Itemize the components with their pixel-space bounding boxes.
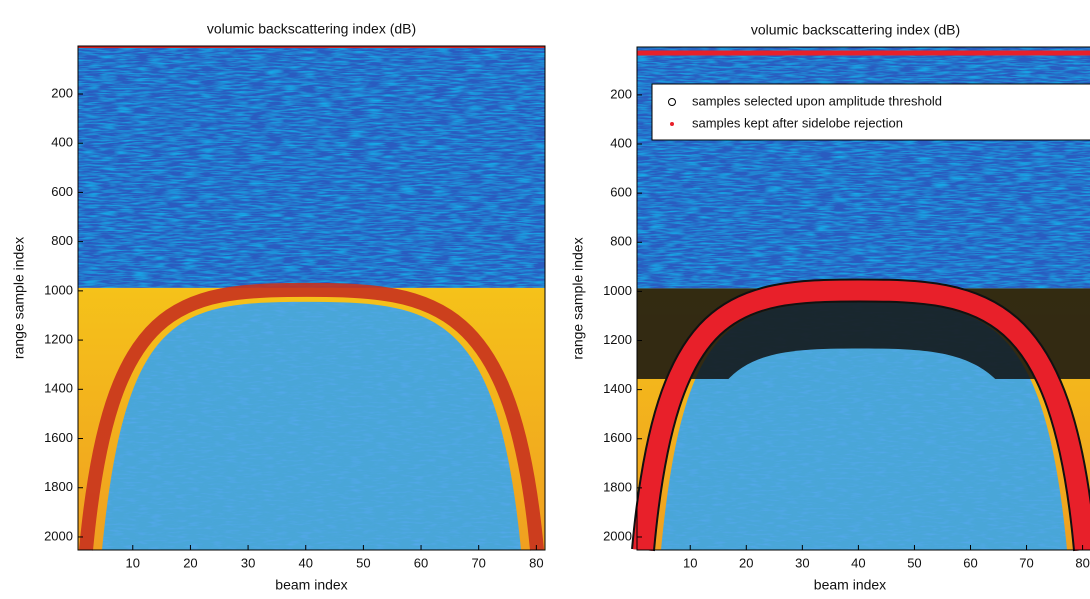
arc-band [79, 282, 544, 551]
y-tick-label: 1800 [603, 479, 632, 494]
inner-region [102, 301, 521, 550]
legend-box [651, 83, 1090, 141]
legend-label: samples selected upon amplitude threshol… [692, 93, 942, 108]
y-tick-label: 200 [51, 85, 73, 100]
y-tick-label: 1000 [603, 283, 632, 298]
y-axis-label: range sample index [570, 237, 586, 359]
x-tick-label: 20 [183, 555, 197, 570]
plot-frame [636, 46, 1090, 551]
heatmap-image [78, 46, 545, 551]
x-tick-label: 50 [356, 555, 370, 570]
x-tick-label: 10 [126, 555, 140, 570]
legend: samples selected upon amplitude threshol… [651, 83, 1090, 141]
y-tick-label: 2000 [603, 528, 632, 543]
sidelobe-band [633, 280, 1090, 551]
x-tick-label: 30 [795, 555, 809, 570]
y-tick-label: 1400 [44, 381, 73, 396]
x-axis-label: beam index [275, 577, 347, 593]
x-tick-label: 80 [529, 555, 543, 570]
x-tick-label: 40 [851, 555, 865, 570]
x-tick-label: 30 [241, 555, 255, 570]
y-tick-label: 400 [51, 135, 73, 150]
y-tick-label: 1800 [44, 479, 73, 494]
x-tick-label: 70 [1019, 555, 1033, 570]
y-tick-label: 600 [51, 184, 73, 199]
y-tick-label: 1600 [44, 430, 73, 445]
inner-region [677, 348, 1051, 550]
low-region [78, 46, 545, 288]
y-tick-label: 1200 [603, 332, 632, 347]
y-tick-label: 400 [610, 135, 632, 150]
y-tick-label: 1000 [44, 282, 73, 297]
y-tick-label: 1200 [44, 332, 73, 347]
legend-label: samples kept after sidelobe rejection [692, 115, 903, 130]
x-tick-label: 20 [739, 555, 753, 570]
plot-frame [77, 45, 546, 551]
y-tick-label: 800 [51, 233, 73, 248]
x-tick-label: 50 [907, 555, 921, 570]
low-region [637, 47, 1090, 289]
y-tick-label: 1400 [603, 381, 632, 396]
y-tick-label: 600 [610, 185, 632, 200]
y-tick-label: 800 [610, 234, 632, 249]
x-tick-label: 60 [963, 555, 977, 570]
chart-title: volumic backscattering index (dB) [751, 22, 960, 38]
x-tick-label: 40 [299, 555, 313, 570]
y-tick-label: 2000 [44, 528, 73, 543]
y-tick-label: 1600 [603, 430, 632, 445]
legend-marker [670, 122, 674, 126]
x-tick-label: 80 [1075, 555, 1089, 570]
x-tick-label: 60 [414, 555, 428, 570]
x-tick-label: 10 [683, 555, 697, 570]
x-tick-label: 70 [471, 555, 485, 570]
legend-marker [668, 98, 676, 106]
y-tick-label: 200 [610, 86, 632, 101]
x-axis-label: beam index [814, 577, 886, 593]
chart-title: volumic backscattering index (dB) [207, 21, 416, 37]
y-axis-label: range sample index [11, 237, 27, 359]
